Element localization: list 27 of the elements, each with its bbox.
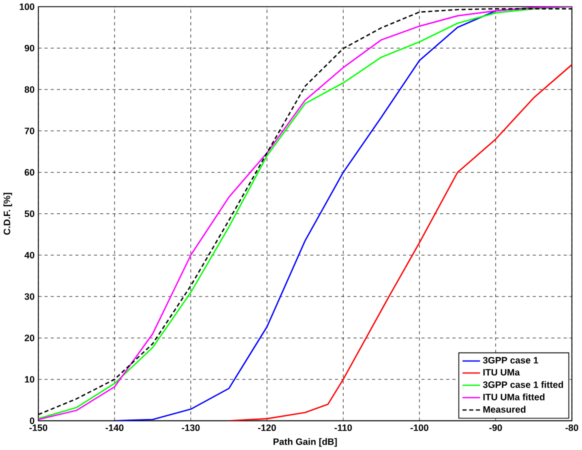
y-tick-label: 90 [24, 44, 34, 52]
x-tick-label: -90 [489, 424, 502, 431]
y-tick-label: 30 [24, 293, 34, 300]
y-tick-label: 70 [24, 128, 34, 134]
legend-label: ITU UMa [483, 368, 520, 376]
y-tick-label: 60 [24, 168, 34, 176]
legend-label: ITU UMa fitted [483, 393, 544, 400]
y-tick-label: 20 [24, 334, 34, 342]
y-tick-label: 80 [24, 86, 34, 93]
x-tick-label: -140 [106, 424, 124, 431]
y-tick-label: 10 [24, 376, 34, 383]
y-tick-label: 0 [30, 417, 34, 424]
x-tick-label: -100 [410, 424, 428, 431]
y-axis-title: C.D.F. [%] [3, 192, 12, 235]
legend-label: 3GPP case 1 [482, 356, 538, 364]
x-tick-label: -120 [258, 424, 276, 431]
legend-label: 3GPP case 1 fitted [482, 381, 564, 388]
legend-label: Measured [483, 406, 526, 413]
x-tick-label: -130 [182, 424, 200, 431]
x-axis-title: Path Gain [dB] [274, 438, 337, 447]
y-tick-label: 50 [24, 210, 34, 217]
line-series [228, 64, 572, 421]
y-tick-label: 40 [24, 252, 34, 258]
x-tick-label: -80 [566, 424, 578, 431]
x-tick-label: -110 [334, 424, 352, 431]
x-tick-label: -150 [29, 424, 48, 431]
y-tick-label: 100 [20, 3, 34, 10]
